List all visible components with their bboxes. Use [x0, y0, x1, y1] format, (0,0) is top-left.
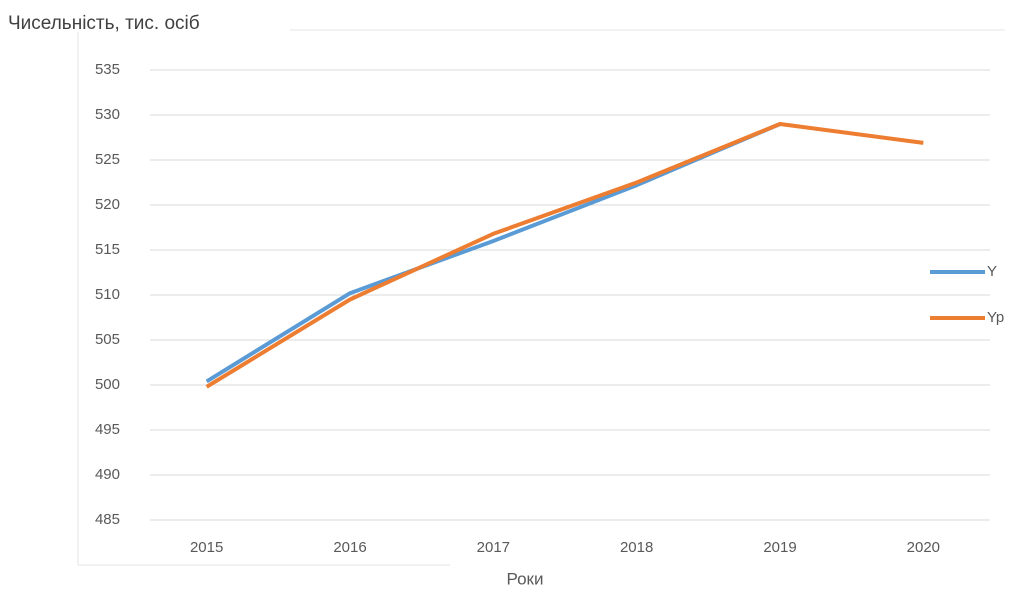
y-tick-label: 510 [95, 286, 120, 303]
y-tick-label: 515 [95, 241, 120, 258]
y-tick-label: 535 [95, 61, 120, 78]
x-tick-label: 2018 [620, 539, 653, 556]
y-tick-label: 520 [95, 196, 120, 213]
x-tick-label: 2016 [333, 539, 366, 556]
chart-title: Чисельність, тис. осіб [8, 13, 200, 34]
series-line [205, 122, 924, 389]
x-tick-label: 2017 [477, 539, 510, 556]
y-tick-label: 485 [95, 511, 120, 528]
y-tick-label: 530 [95, 106, 120, 123]
x-tick-label: 2020 [907, 539, 940, 556]
series-line [205, 122, 781, 384]
x-axis-label: Роки [507, 569, 544, 588]
y-tick-label: 500 [95, 376, 120, 393]
legend-label: Yp [987, 309, 1004, 326]
x-tick-label: 2019 [763, 539, 796, 556]
y-tick-label: 525 [95, 151, 120, 168]
y-tick-label: 495 [95, 421, 120, 438]
x-tick-label: 2015 [190, 539, 223, 556]
y-tick-label: 490 [95, 466, 120, 483]
legend-label: Y [987, 263, 997, 280]
y-tick-label: 505 [95, 331, 120, 348]
